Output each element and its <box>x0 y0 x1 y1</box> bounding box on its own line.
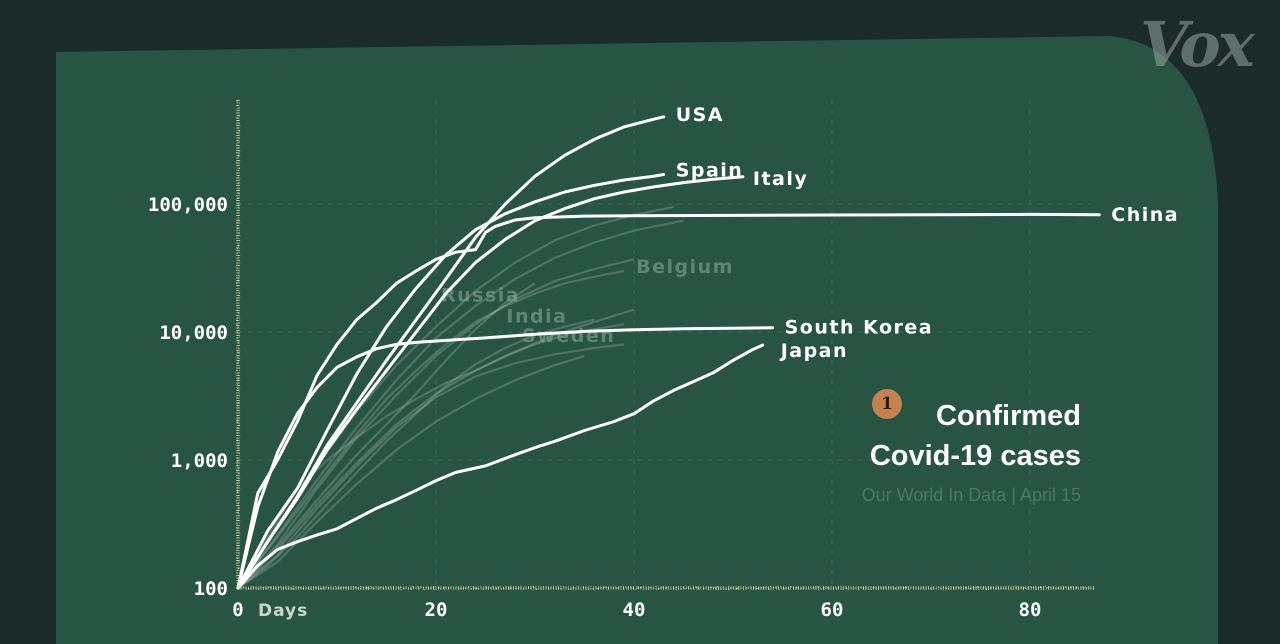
series-line-china <box>236 212 1101 590</box>
series-label-south-korea: South Korea <box>785 317 934 339</box>
series-label-usa: USA <box>676 104 724 126</box>
series-label-sweden: Sweden <box>522 325 615 347</box>
tick-labels: 0 20 40 60 80 Days 100 1,000 10,000 100,000 <box>148 194 1042 621</box>
y-tick-label: 1,000 <box>171 450 228 472</box>
chart-title: Confirmed Covid-19 cases <box>870 396 1081 476</box>
x-tick-label: 0 <box>232 599 243 621</box>
source-credit: Our World In Data | April 15 <box>861 485 1081 505</box>
series-label-india: India <box>506 306 567 328</box>
y-tick-label: 100 <box>194 578 228 600</box>
vox-logo: Vox <box>1140 8 1255 81</box>
series-label-spain: Spain <box>676 160 744 182</box>
series-line-unnamed-15 <box>237 219 684 589</box>
series-line-italy <box>236 175 745 590</box>
series-line-sweden <box>237 323 625 589</box>
series-line-south-korea <box>236 326 775 590</box>
series-label-china: China <box>1111 204 1179 226</box>
series-label-belgium: Belgium <box>636 256 734 278</box>
series-line-unnamed-13 <box>237 308 635 589</box>
chart-title-line2: Covid-19 cases <box>869 440 1081 472</box>
x-unit-label: Days <box>258 601 308 621</box>
series-label-japan: Japan <box>779 340 848 362</box>
series-label-italy: Italy <box>753 168 808 190</box>
series-line-usa <box>236 115 666 590</box>
series-line-japan <box>236 343 765 590</box>
chart-title-line1: Confirmed <box>936 400 1081 432</box>
series-line-unnamed-11 <box>237 258 635 589</box>
x-tick-label: 60 <box>821 599 844 621</box>
series-line-spain <box>236 173 666 590</box>
series-line-belgium <box>237 269 625 589</box>
y-tick-label: 10,000 <box>159 322 228 344</box>
step-badge: 1 <box>872 389 902 419</box>
x-tick-label: 40 <box>623 599 646 621</box>
highlight-series-group <box>236 115 1101 590</box>
chalkboard-background <box>56 36 1218 644</box>
series-line-russia <box>237 282 536 589</box>
x-tick-label: 80 <box>1019 599 1042 621</box>
series-line-unnamed-12 <box>237 343 625 589</box>
x-tick-label: 20 <box>425 599 448 621</box>
series-label-russia: Russia <box>441 284 520 306</box>
axes <box>236 100 1095 590</box>
y-tick-label: 100,000 <box>148 194 228 216</box>
grid <box>238 100 1090 588</box>
